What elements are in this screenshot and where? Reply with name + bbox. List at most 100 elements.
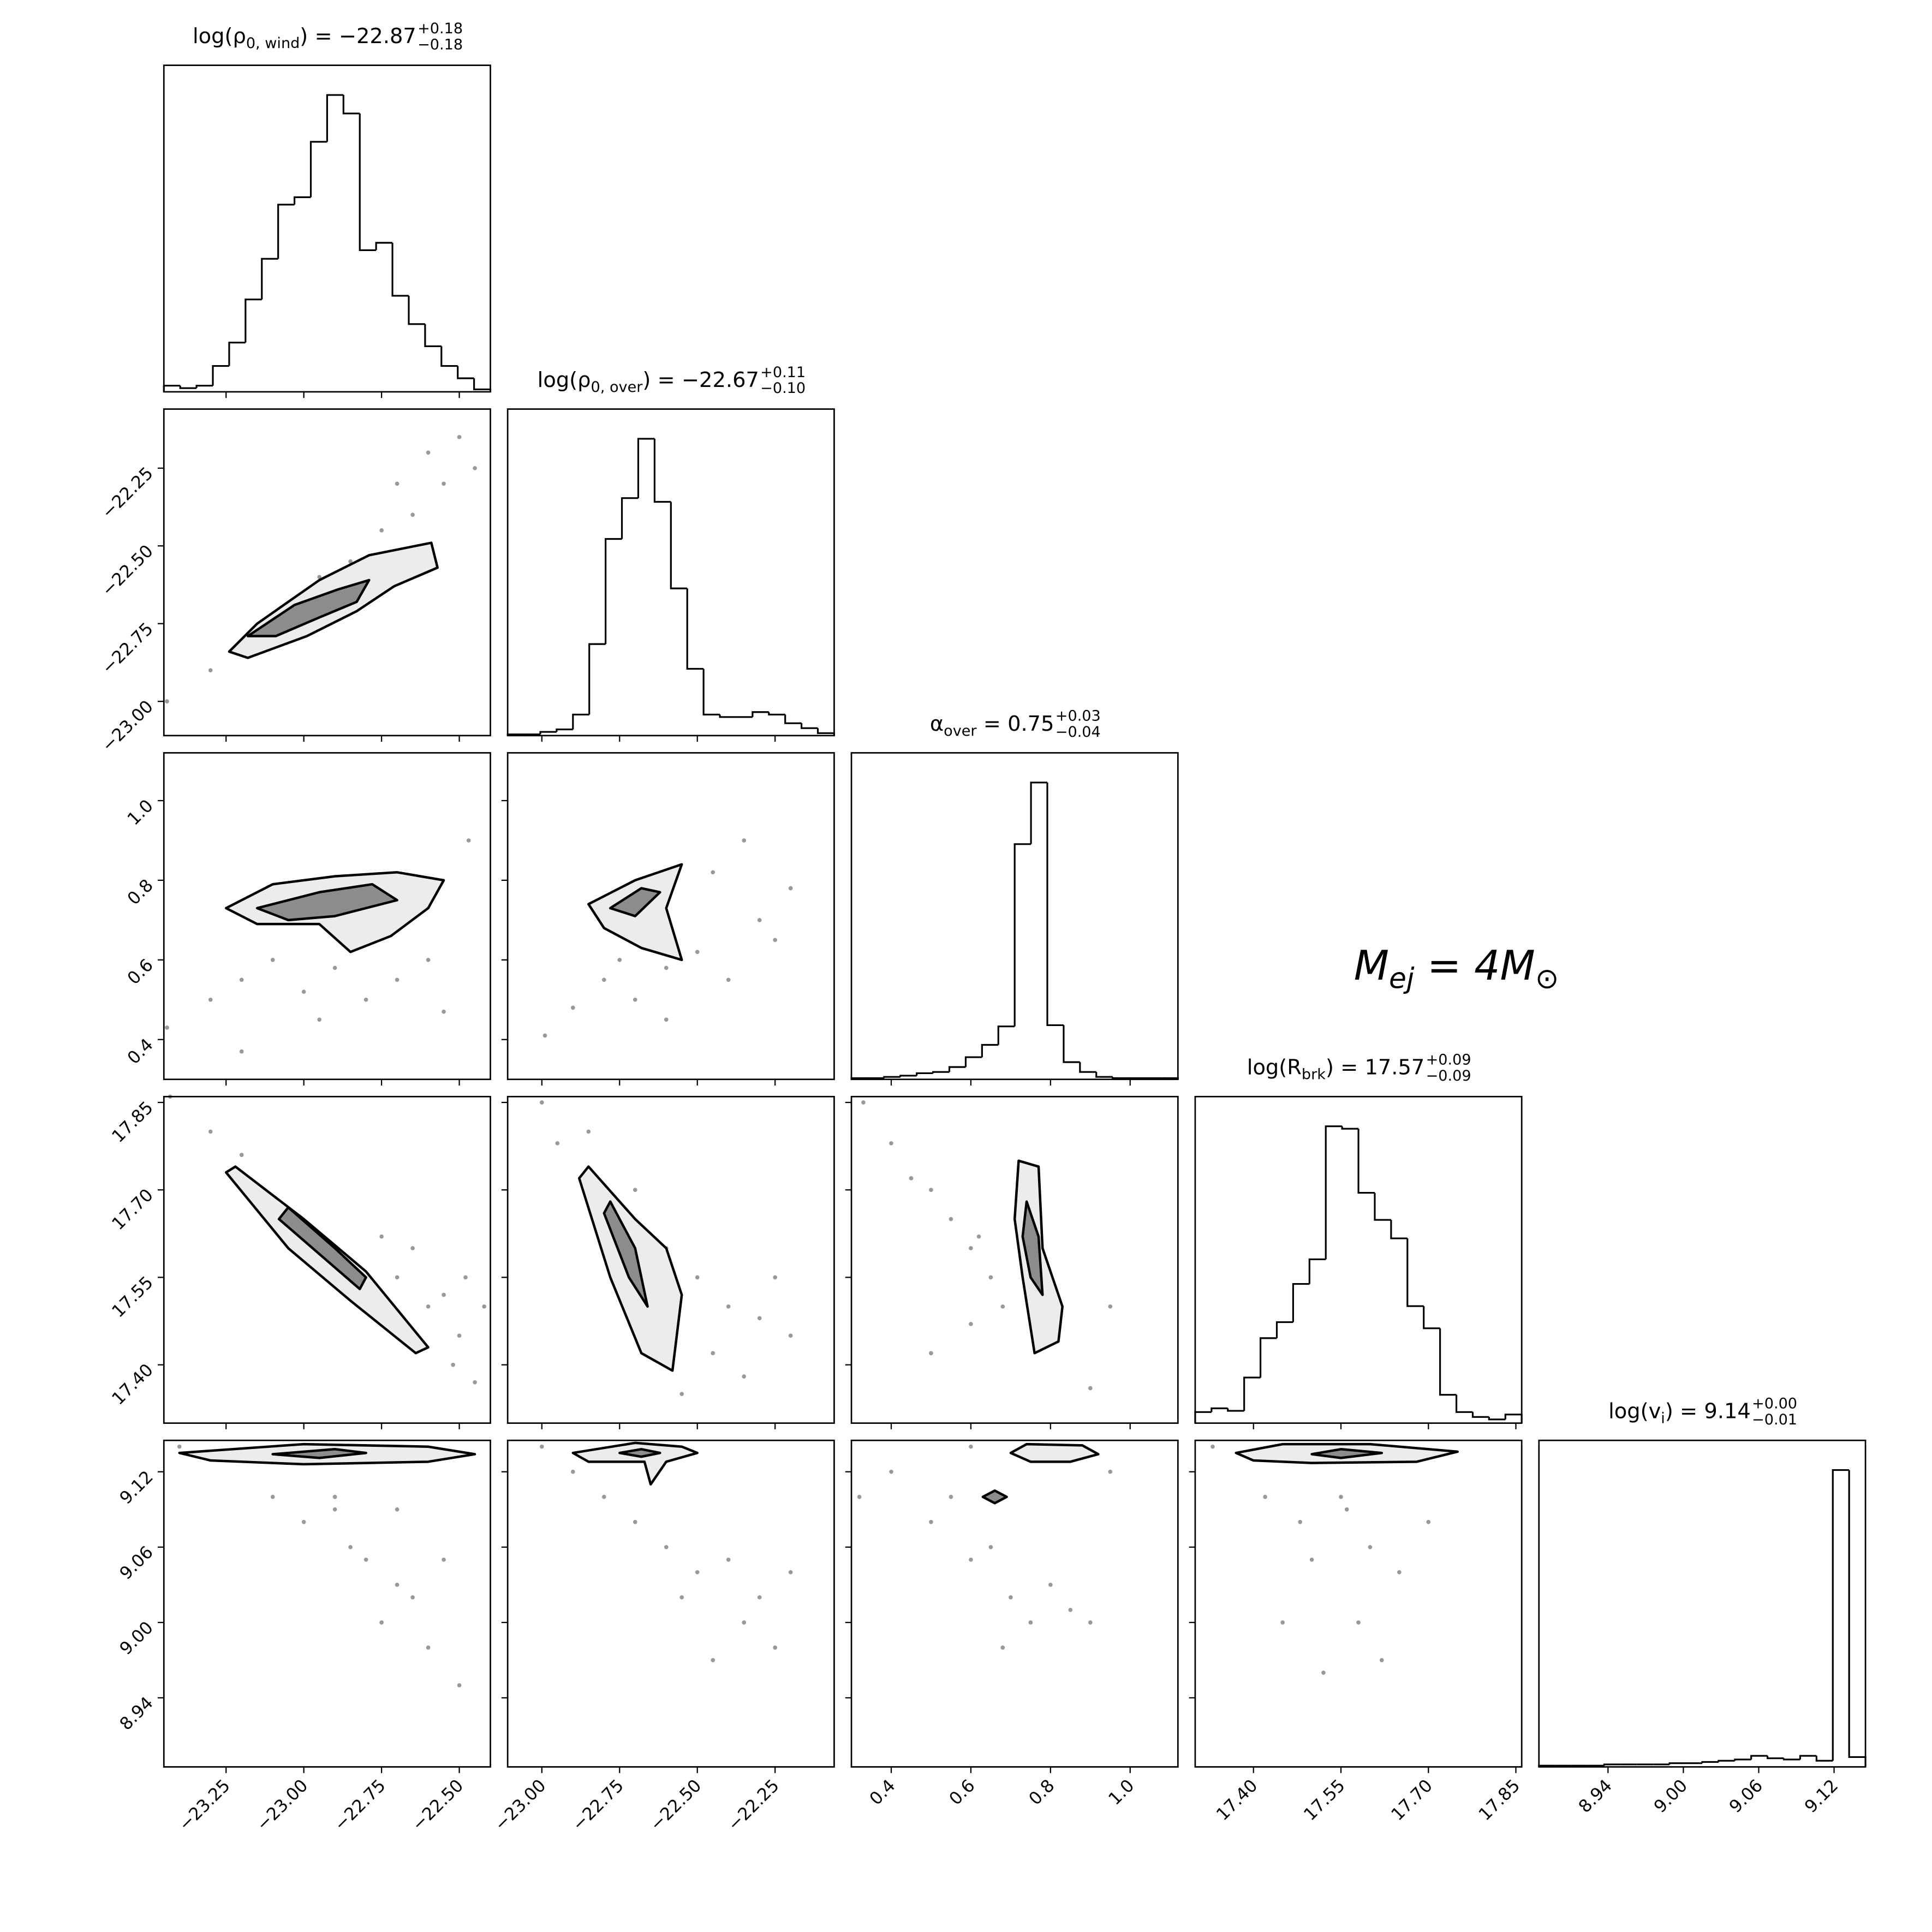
sample-point: [969, 1557, 973, 1562]
sample-point: [633, 997, 637, 1002]
sample-point: [317, 575, 322, 580]
sample-point: [457, 1683, 462, 1687]
density-contour: [618, 1448, 661, 1458]
histogram-bin: [850, 1077, 868, 1080]
sample-point: [726, 1557, 731, 1562]
sample-point: [270, 957, 275, 962]
sample-point: [442, 1009, 446, 1014]
sample-point: [949, 1494, 953, 1499]
panel: log(ρ0, over) = −22.67 +0.11−0.10: [506, 364, 836, 742]
histogram-bin: [588, 643, 606, 715]
histogram-bin: [637, 438, 655, 498]
histogram-bin: [1275, 1321, 1293, 1338]
panel: log(ρ0, wind) = −22.87 +0.18−0.18: [163, 20, 492, 398]
histogram-bin: [1538, 1764, 1555, 1767]
panel-frame: [506, 1095, 835, 1424]
histogram-bin: [195, 385, 213, 389]
histogram-bin: [784, 714, 802, 724]
histogram-bin: [342, 95, 360, 115]
histogram-bin: [719, 714, 736, 718]
density-contour: [1009, 1442, 1100, 1463]
title-subscript: 0, over: [591, 379, 643, 396]
sample-point: [426, 1645, 431, 1650]
panel: log(Rbrk) = 17.57 +0.09−0.09: [1194, 1052, 1523, 1429]
histogram-bin: [899, 1075, 917, 1077]
sample-point: [239, 1153, 244, 1157]
sample-point: [773, 938, 778, 943]
sample-point: [773, 1645, 778, 1650]
panel-frame: [506, 752, 835, 1081]
sample-point: [757, 1316, 762, 1321]
title-upper-error: +0.11: [760, 364, 806, 381]
sample-point: [395, 481, 399, 486]
sample-point: [239, 1049, 244, 1054]
title-upper-error: +0.18: [418, 20, 463, 37]
sample-point: [909, 1176, 914, 1180]
sample-point: [788, 1570, 793, 1575]
sample-point: [332, 1494, 337, 1499]
density-contour: [255, 882, 398, 922]
histogram-bin: [801, 723, 818, 729]
sample-point: [664, 1017, 669, 1022]
title-upper-error: +0.00: [1752, 1395, 1797, 1412]
histogram-bin: [1423, 1306, 1440, 1329]
sample-point: [1397, 1570, 1402, 1575]
panel: [845, 1095, 1179, 1429]
title-symbol: log(v: [1608, 1399, 1661, 1424]
title-upper-error: +0.09: [1426, 1052, 1471, 1069]
sample-point: [861, 1100, 866, 1105]
density-contour: [609, 887, 661, 917]
histogram-bin: [1734, 1758, 1751, 1761]
sample-point: [664, 1545, 669, 1549]
sample-point: [1321, 1671, 1326, 1675]
panel-frame: [1194, 1439, 1523, 1768]
sample-point: [1263, 1494, 1267, 1499]
sample-point: [1211, 1444, 1215, 1449]
histogram-bin: [1782, 1758, 1800, 1761]
histogram-bin: [473, 378, 492, 392]
sample-point: [988, 1275, 993, 1280]
sample-point: [410, 1595, 415, 1600]
panel-title: log(vi) = 9.14 +0.00−0.01: [1608, 1395, 1797, 1428]
sample-point: [317, 1017, 322, 1022]
sample-point: [395, 1582, 399, 1587]
panel-frame: [1538, 1439, 1867, 1768]
histogram-bin: [1750, 1755, 1768, 1760]
panel-frame: [163, 1095, 491, 1424]
sample-point: [757, 918, 762, 922]
sample-point: [889, 1469, 893, 1474]
panel: [501, 752, 835, 1086]
sample-point: [426, 957, 431, 962]
histogram-bin: [326, 94, 344, 142]
sample-point: [395, 1507, 399, 1512]
histogram-bin: [1504, 1414, 1523, 1423]
histogram-bin: [506, 733, 524, 736]
histogram-bin: [1390, 1220, 1408, 1239]
panel-frame: [1194, 1095, 1523, 1424]
histogram-bin: [932, 1071, 950, 1074]
sample-point: [482, 1304, 486, 1309]
title-lower-error: −0.04: [1056, 724, 1101, 741]
histogram-bin: [653, 438, 671, 503]
histogram-bin: [1243, 1376, 1261, 1411]
sample-point: [395, 1275, 399, 1280]
sample-point: [1298, 1519, 1303, 1524]
sample-point: [1344, 1507, 1349, 1512]
sample-point: [601, 1494, 606, 1499]
density-contour: [271, 1448, 367, 1459]
sample-point: [679, 1595, 684, 1600]
sample-point: [788, 1333, 793, 1338]
sample-point: [1356, 1620, 1361, 1625]
sample-point: [1280, 1620, 1285, 1625]
histogram-bin: [1357, 1129, 1375, 1194]
panel-frame: [850, 1439, 1179, 1768]
sample-point: [410, 512, 415, 517]
sample-point: [929, 1351, 933, 1356]
histogram-bin: [670, 502, 688, 589]
sample-point: [1009, 1595, 1013, 1600]
sample-point: [348, 1545, 353, 1549]
histogram-bin: [1063, 1025, 1080, 1063]
density-contour: [571, 1441, 699, 1486]
histogram-bin: [1471, 1412, 1489, 1418]
